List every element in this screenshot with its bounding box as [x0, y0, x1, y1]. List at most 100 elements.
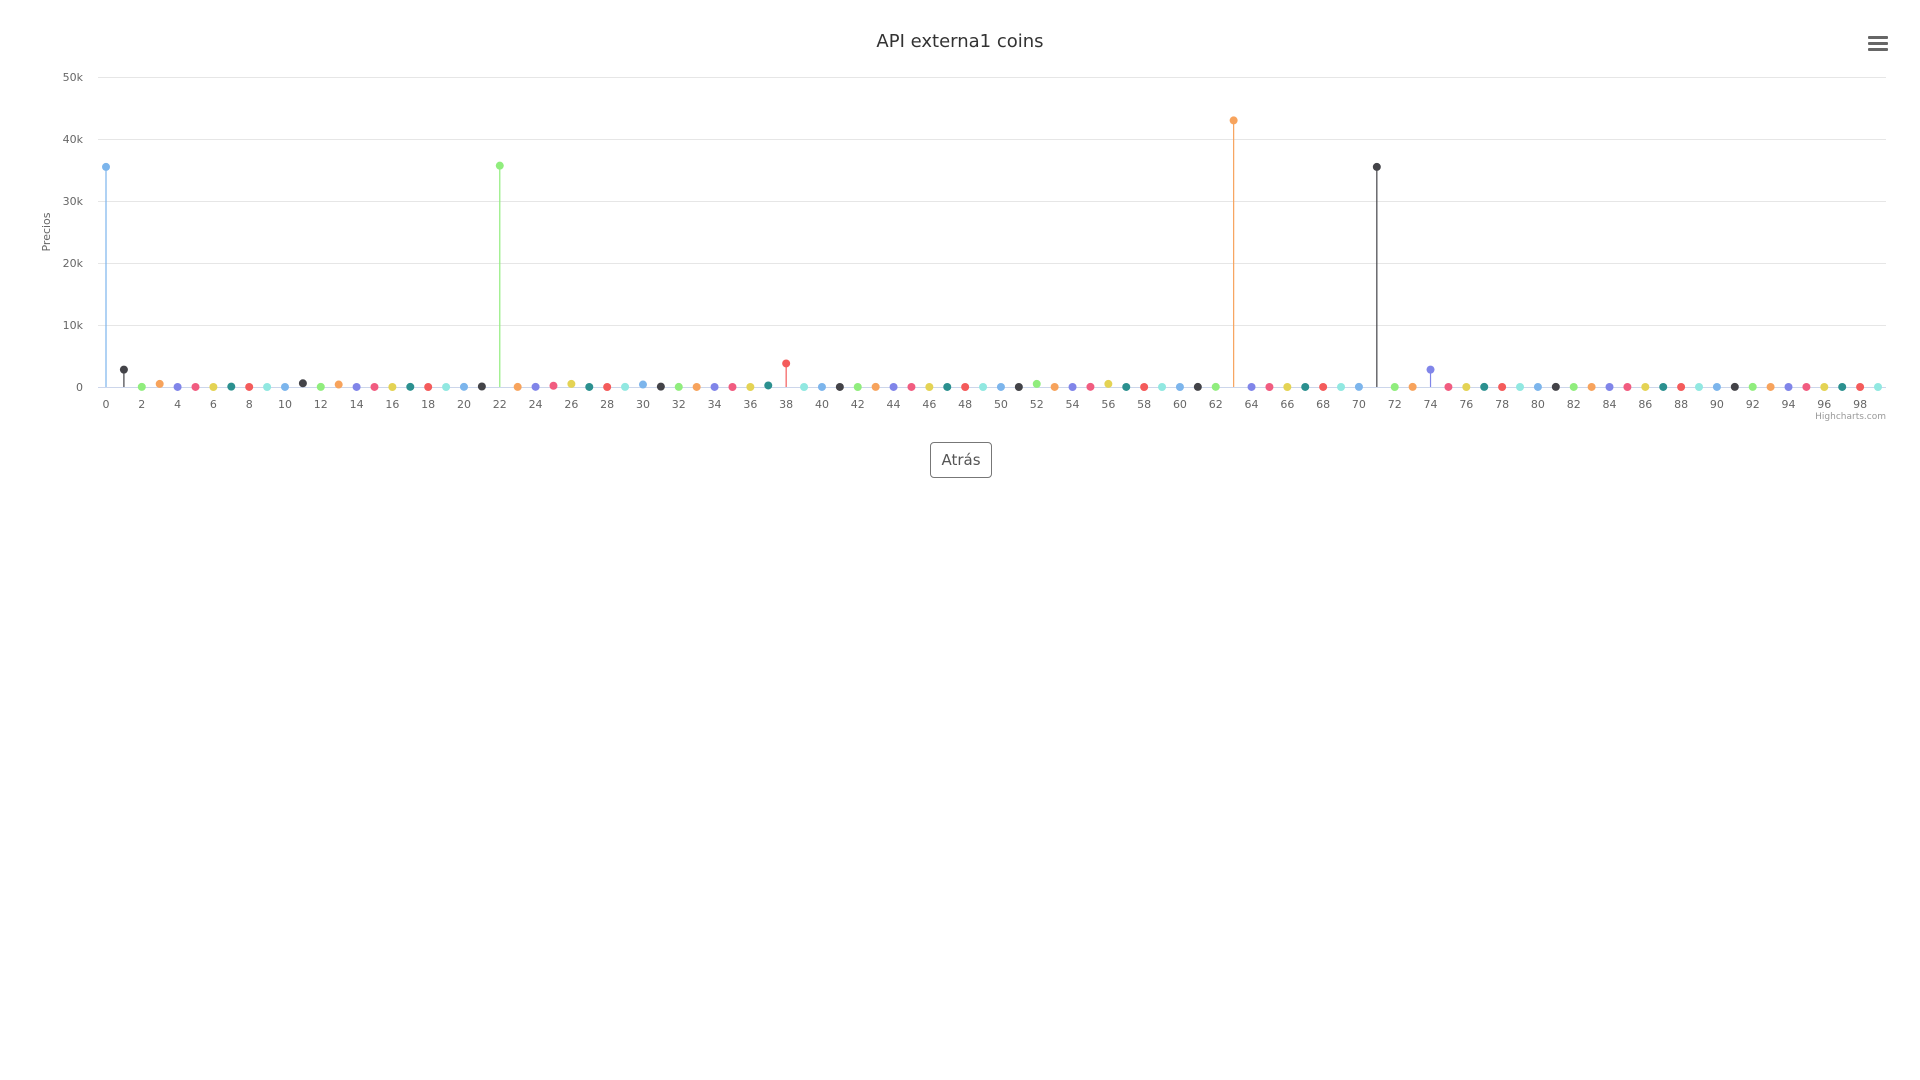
data-point[interactable] — [245, 382, 254, 391]
lollipop-marker[interactable] — [1175, 382, 1184, 391]
data-point[interactable] — [710, 382, 719, 391]
data-point[interactable] — [442, 382, 451, 391]
data-point[interactable] — [996, 382, 1005, 391]
lollipop-marker[interactable] — [531, 382, 540, 391]
data-point[interactable] — [1032, 379, 1041, 388]
data-point[interactable] — [1158, 382, 1167, 391]
lollipop-marker[interactable] — [782, 359, 791, 368]
lollipop-marker[interactable] — [1068, 382, 1077, 391]
data-point[interactable] — [119, 365, 128, 387]
data-point[interactable] — [227, 382, 236, 391]
data-point[interactable] — [1140, 382, 1149, 391]
lollipop-marker[interactable] — [1641, 382, 1650, 391]
data-point[interactable] — [1480, 382, 1489, 391]
data-point[interactable] — [1498, 382, 1507, 391]
data-point[interactable] — [1104, 379, 1113, 388]
lollipop-marker[interactable] — [943, 382, 952, 391]
data-point[interactable] — [907, 382, 916, 391]
lollipop-marker[interactable] — [1480, 382, 1489, 391]
lollipop-marker[interactable] — [1014, 382, 1023, 391]
data-point[interactable] — [961, 382, 970, 391]
data-point[interactable] — [531, 382, 540, 391]
data-point[interactable] — [1605, 382, 1614, 391]
lollipop-marker[interactable] — [1748, 382, 1757, 391]
data-point[interactable] — [1354, 382, 1363, 391]
data-point[interactable] — [1533, 382, 1542, 391]
lollipop-marker[interactable] — [638, 380, 647, 389]
lollipop-marker[interactable] — [871, 382, 880, 391]
data-point[interactable] — [513, 382, 522, 391]
data-point[interactable] — [1265, 382, 1274, 391]
lollipop-marker[interactable] — [1247, 382, 1256, 391]
lollipop-marker[interactable] — [835, 382, 844, 391]
lollipop-marker[interactable] — [352, 382, 361, 391]
lollipop-marker[interactable] — [477, 382, 486, 391]
data-point[interactable] — [1641, 382, 1650, 391]
data-point[interactable] — [298, 379, 307, 388]
data-point[interactable] — [263, 382, 272, 391]
lollipop-marker[interactable] — [1838, 382, 1847, 391]
lollipop-marker[interactable] — [1766, 382, 1775, 391]
lollipop-marker[interactable] — [1551, 382, 1560, 391]
lollipop-marker[interactable] — [280, 382, 289, 391]
lollipop-marker[interactable] — [1587, 382, 1596, 391]
data-point[interactable] — [1874, 382, 1882, 391]
lollipop-marker[interactable] — [746, 382, 755, 391]
lollipop-marker[interactable] — [1605, 382, 1614, 391]
lollipop-marker[interactable] — [334, 380, 343, 389]
lollipop-marker[interactable] — [549, 381, 558, 390]
lollipop-marker[interactable] — [1712, 382, 1721, 391]
lollipop-marker[interactable] — [298, 379, 307, 388]
lollipop-marker[interactable] — [1050, 382, 1059, 391]
lollipop-marker[interactable] — [388, 382, 397, 391]
lollipop-marker[interactable] — [1623, 382, 1632, 391]
data-point[interactable] — [388, 382, 397, 391]
lollipop-marker[interactable] — [424, 382, 433, 391]
data-point[interactable] — [1730, 382, 1739, 391]
lollipop-marker[interactable] — [674, 382, 683, 391]
lollipop-marker[interactable] — [1301, 382, 1310, 391]
lollipop-marker[interactable] — [1516, 382, 1525, 391]
lollipop-marker[interactable] — [263, 382, 272, 391]
lollipop-marker[interactable] — [656, 382, 665, 391]
data-point[interactable] — [1748, 382, 1757, 391]
data-point[interactable] — [835, 382, 844, 391]
lollipop-marker[interactable] — [370, 382, 379, 391]
data-point[interactable] — [1193, 382, 1202, 391]
lollipop-marker[interactable] — [1319, 382, 1328, 391]
lollipop-marker[interactable] — [585, 382, 594, 391]
data-point[interactable] — [1820, 382, 1829, 391]
data-point[interactable] — [1390, 382, 1399, 391]
lollipop-marker[interactable] — [621, 382, 630, 391]
data-point[interactable] — [925, 382, 934, 391]
lollipop-marker[interactable] — [1104, 379, 1113, 388]
lollipop-marker[interactable] — [996, 382, 1005, 391]
lollipop-marker[interactable] — [119, 365, 128, 374]
data-point[interactable] — [1014, 382, 1023, 391]
lollipop-marker[interactable] — [1372, 162, 1381, 171]
lollipop-marker[interactable] — [137, 382, 146, 391]
back-button[interactable]: Atrás — [930, 442, 992, 478]
data-point[interactable] — [1677, 382, 1686, 391]
lollipop-marker[interactable] — [1802, 382, 1811, 391]
lollipop-marker[interactable] — [1354, 382, 1363, 391]
lollipop-marker[interactable] — [1498, 382, 1507, 391]
lollipop-marker[interactable] — [191, 382, 200, 391]
data-point[interactable] — [1623, 382, 1632, 391]
lollipop-marker[interactable] — [1122, 382, 1131, 391]
lollipop-marker[interactable] — [979, 382, 988, 391]
data-point[interactable] — [817, 382, 826, 391]
data-point[interactable] — [1211, 382, 1220, 391]
data-point[interactable] — [1247, 382, 1256, 391]
data-point[interactable] — [495, 161, 504, 387]
data-point[interactable] — [1856, 382, 1865, 391]
lollipop-marker[interactable] — [459, 382, 468, 391]
lollipop-marker[interactable] — [1032, 379, 1041, 388]
lollipop-marker[interactable] — [800, 382, 809, 391]
data-point[interactable] — [585, 382, 594, 391]
data-point[interactable] — [191, 382, 200, 391]
data-point[interactable] — [316, 382, 325, 391]
data-point[interactable] — [1516, 382, 1525, 391]
data-point[interactable] — [1337, 382, 1346, 391]
lollipop-marker[interactable] — [710, 382, 719, 391]
